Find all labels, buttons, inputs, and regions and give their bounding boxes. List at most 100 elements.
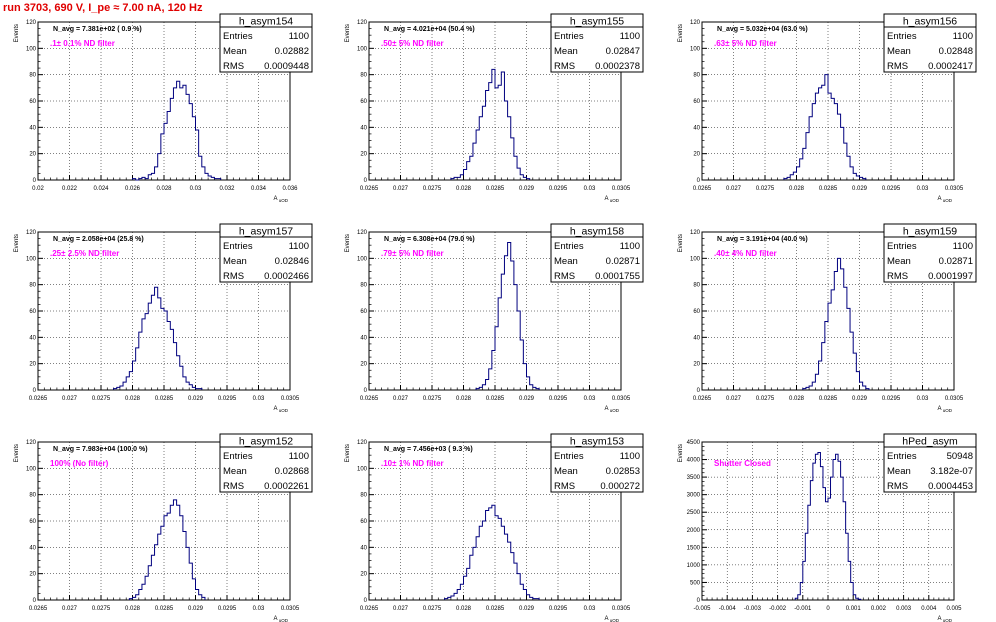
x-axis-label: A uOD	[273, 406, 288, 413]
stats-label: Mean	[887, 256, 911, 267]
panel-h_asym152: 0.0265 0.027 0.0275 0.028 0.0285 0.029 0.0295 0…	[14, 433, 313, 622]
stats-value: 50948	[947, 451, 973, 462]
stats-label: Mean	[554, 46, 578, 57]
y-tick-label: 60	[360, 309, 367, 315]
stats-label: Entries	[223, 31, 253, 42]
x-axis-label: A uOD	[937, 406, 952, 413]
stats-value: 0.000272	[600, 481, 640, 492]
stats-label: Mean	[554, 256, 578, 267]
y-tick-label: 40	[360, 545, 367, 551]
y-tick-label: 0	[364, 388, 368, 394]
filter-annotation: .50± 5% ND filter	[381, 39, 444, 48]
y-tick-label: 60	[360, 99, 367, 105]
x-tick-label: 0.0275	[423, 186, 442, 192]
x-axis-label: A uOD	[604, 196, 619, 203]
x-tick-label: 0.027	[62, 606, 78, 612]
y-tick-label: 40	[29, 335, 36, 341]
histogram-h_asym153	[444, 504, 540, 600]
x-tick-label: 0.034	[251, 186, 267, 192]
x-tick-label: 0.0295	[549, 186, 568, 192]
stats-box: h_asym158 Entries 1100 Mean 0.02871 RMS 0.0001…	[550, 223, 644, 283]
y-tick-label: 0	[697, 178, 701, 184]
navg-annotation: N_avg = 5.032e+04 (63.0 %)	[717, 26, 808, 33]
y-tick-label: 80	[360, 493, 367, 499]
x-tick-label: 0.002	[871, 606, 887, 612]
y-tick-label: 20	[693, 152, 700, 158]
histogram-h_asym155	[450, 68, 531, 180]
x-tick-label: 0.028	[156, 186, 172, 192]
filter-annotation: .25± 2.5% ND filter	[50, 249, 119, 258]
stats-value: 0.0002417	[928, 61, 973, 72]
x-tick-label: 0.0295	[218, 606, 237, 612]
x-tick-label: 0.0265	[693, 186, 712, 192]
stats-box-title: h_asym159	[903, 226, 957, 238]
stats-label: Entries	[554, 31, 584, 42]
y-axis-label: Events	[14, 234, 20, 252]
y-tick-label: 2500	[687, 510, 701, 516]
navg-annotation: N_avg = 6.308e+04 (79.0 %)	[384, 236, 475, 243]
x-tick-label: 0.0305	[612, 186, 631, 192]
x-tick-label: 0.0295	[882, 186, 901, 192]
stats-label: RMS	[887, 61, 908, 72]
y-tick-label: 80	[29, 283, 36, 289]
y-tick-label: 100	[690, 46, 701, 52]
stats-box: h_asym156 Entries 1100 Mean 0.02848 RMS 0.0002…	[883, 13, 977, 73]
stats-value: 0.0001997	[928, 271, 973, 282]
x-axis-label: A uOD	[937, 196, 952, 203]
x-tick-label: 0.028	[125, 606, 141, 612]
y-tick-label: 0	[364, 178, 368, 184]
navg-annotation: N_avg = 4.021e+04 (50.4 %)	[384, 26, 475, 33]
x-tick-label: 0.0265	[360, 606, 379, 612]
y-axis-label: Events	[345, 234, 351, 252]
x-tick-label: -0.001	[794, 606, 812, 612]
x-tick-label: 0.0275	[92, 606, 111, 612]
x-tick-label: 0.027	[393, 396, 409, 402]
x-tick-label: 0.027	[393, 606, 409, 612]
y-tick-label: 100	[26, 466, 37, 472]
stats-value: 0.02846	[275, 256, 309, 267]
x-tick-label: -0.003	[744, 606, 762, 612]
stats-label: Entries	[554, 241, 584, 252]
stats-box-title: hPed_asym	[902, 436, 958, 448]
filter-annotation: Shutter Closed	[714, 459, 771, 468]
stats-label: Entries	[554, 451, 584, 462]
stats-label: Mean	[223, 46, 247, 57]
y-tick-label: 60	[693, 309, 700, 315]
stats-box-title: h_asym154	[239, 16, 293, 28]
y-tick-label: 2000	[687, 528, 701, 534]
stats-value: 1100	[620, 31, 640, 42]
panel-h_asym158: 0.0265 0.027 0.0275 0.028 0.0285 0.029 0.0295 0…	[345, 223, 644, 413]
stats-value: 0.0002378	[595, 61, 640, 72]
stats-value: 0.02853	[606, 466, 640, 477]
panel-h_asym157: 0.0265 0.027 0.0275 0.028 0.0285 0.029 0.0295 0…	[14, 223, 313, 413]
y-tick-label: 40	[693, 125, 700, 131]
stats-label: Mean	[554, 466, 578, 477]
y-tick-label: 60	[693, 99, 700, 105]
x-tick-label: 0.0265	[360, 396, 379, 402]
stats-value: 0.0002261	[264, 481, 309, 492]
x-tick-label: 0.0305	[945, 186, 964, 192]
stats-value: 1100	[289, 31, 309, 42]
y-tick-label: 20	[29, 572, 36, 578]
stats-label: Mean	[887, 466, 911, 477]
y-tick-label: 1000	[687, 563, 701, 569]
x-tick-label: 0.032	[219, 186, 235, 192]
x-tick-label: 0.027	[726, 396, 742, 402]
stats-value: 1100	[953, 241, 973, 252]
y-tick-label: 80	[360, 73, 367, 79]
y-axis-label: Events	[678, 234, 684, 252]
stats-label: RMS	[223, 271, 244, 282]
y-tick-label: 100	[357, 256, 368, 262]
x-tick-label: -0.002	[769, 606, 787, 612]
x-tick-label: 0.0275	[423, 396, 442, 402]
x-tick-label: 0.029	[519, 396, 535, 402]
x-tick-label: 0.0295	[218, 396, 237, 402]
navg-annotation: N_avg = 7.983e+04 (100.0 %)	[53, 446, 148, 453]
x-tick-label: 0.028	[789, 396, 805, 402]
y-tick-label: 100	[357, 46, 368, 52]
x-tick-label: 0.028	[125, 396, 141, 402]
x-tick-label: 0.0285	[486, 606, 505, 612]
stats-box-title: h_asym155	[570, 16, 624, 28]
x-tick-label: 0.0275	[423, 606, 442, 612]
stats-box-title: h_asym157	[239, 226, 293, 238]
